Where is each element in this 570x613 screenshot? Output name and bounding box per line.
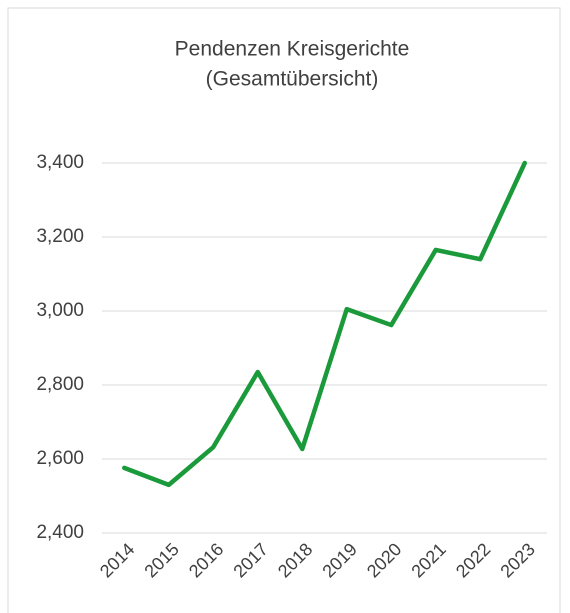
chart-title: (Gesamtübersicht) — [206, 68, 379, 91]
y-tick-label: 2,600 — [36, 448, 84, 469]
chart-title: Pendenzen Kreisgerichte — [175, 38, 410, 61]
y-tick-label: 2,800 — [36, 374, 84, 395]
y-tick-label: 3,000 — [36, 300, 84, 321]
y-tick-label: 3,400 — [36, 152, 84, 173]
y-tick-label: 3,200 — [36, 226, 84, 247]
line-series — [122, 160, 527, 488]
y-tick-label: 2,400 — [36, 522, 84, 543]
